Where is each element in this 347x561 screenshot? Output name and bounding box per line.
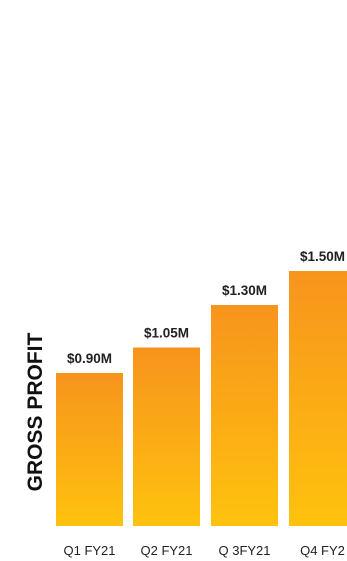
data-labels-group: $0.90M $1.05M $1.30M $1.50M bbox=[67, 249, 345, 366]
data-label-1: $0.90M bbox=[67, 351, 112, 366]
data-label-3: $1.30M bbox=[222, 283, 267, 298]
x-tick-label-3: Q 3FY21 bbox=[218, 543, 270, 558]
x-tick-label-4: Q4 FY2 bbox=[300, 543, 345, 558]
bar-3 bbox=[211, 305, 278, 526]
y-axis-label: GROSS PROFIT bbox=[24, 332, 47, 491]
data-label-2: $1.05M bbox=[144, 326, 189, 341]
x-tick-labels-group: Q1 FY21 Q2 FY21 Q 3FY21 Q4 FY2 bbox=[63, 543, 344, 558]
x-tick-label-1: Q1 FY21 bbox=[63, 543, 115, 558]
bar-4 bbox=[289, 271, 347, 526]
x-tick-label-2: Q2 FY21 bbox=[140, 543, 192, 558]
data-label-4: $1.50M bbox=[300, 249, 345, 264]
bars-group bbox=[56, 271, 347, 526]
bar-2 bbox=[133, 347, 200, 526]
bar-1 bbox=[56, 373, 123, 526]
